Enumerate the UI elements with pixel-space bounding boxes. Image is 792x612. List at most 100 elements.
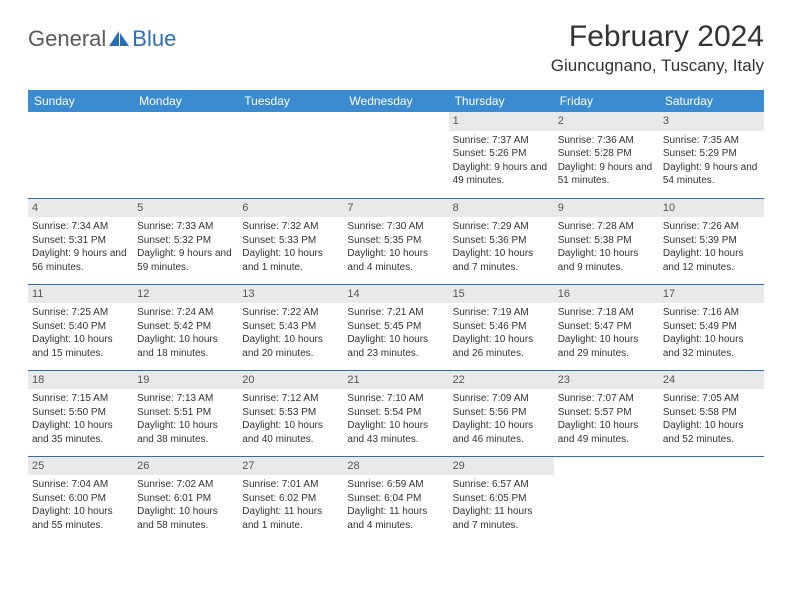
calendar-cell <box>659 456 764 542</box>
sunrise-line: Sunrise: 7:29 AM <box>453 220 550 234</box>
sunrise-line: Sunrise: 7:16 AM <box>663 306 760 320</box>
daylight-line: Daylight: 10 hours and 15 minutes. <box>32 333 129 360</box>
sunset-line: Sunset: 5:43 PM <box>242 320 339 334</box>
day-number: 27 <box>238 457 343 476</box>
calendar-cell: 20Sunrise: 7:12 AMSunset: 5:53 PMDayligh… <box>238 370 343 456</box>
daylight-line: Daylight: 10 hours and 29 minutes. <box>558 333 655 360</box>
sunset-line: Sunset: 5:40 PM <box>32 320 129 334</box>
sunset-line: Sunset: 6:00 PM <box>32 492 129 506</box>
sunrise-line: Sunrise: 7:18 AM <box>558 306 655 320</box>
sunrise-line: Sunrise: 7:13 AM <box>137 392 234 406</box>
sunrise-line: Sunrise: 7:10 AM <box>347 392 444 406</box>
day-number: 4 <box>28 199 133 218</box>
calendar-week-row: 4Sunrise: 7:34 AMSunset: 5:31 PMDaylight… <box>28 198 764 284</box>
sunrise-line: Sunrise: 7:21 AM <box>347 306 444 320</box>
calendar-cell: 19Sunrise: 7:13 AMSunset: 5:51 PMDayligh… <box>133 370 238 456</box>
logo-sail-icon <box>108 30 130 48</box>
day-number: 20 <box>238 371 343 390</box>
sunrise-line: Sunrise: 7:36 AM <box>558 134 655 148</box>
sunrise-line: Sunrise: 7:33 AM <box>137 220 234 234</box>
calendar-cell: 1Sunrise: 7:37 AMSunset: 5:26 PMDaylight… <box>449 112 554 198</box>
sunset-line: Sunset: 5:56 PM <box>453 406 550 420</box>
daylight-line: Daylight: 10 hours and 52 minutes. <box>663 419 760 446</box>
daylight-line: Daylight: 10 hours and 49 minutes. <box>558 419 655 446</box>
sunrise-line: Sunrise: 7:26 AM <box>663 220 760 234</box>
calendar-cell: 2Sunrise: 7:36 AMSunset: 5:28 PMDaylight… <box>554 112 659 198</box>
day-header: Sunday <box>28 90 133 112</box>
calendar-cell: 16Sunrise: 7:18 AMSunset: 5:47 PMDayligh… <box>554 284 659 370</box>
sunrise-line: Sunrise: 7:07 AM <box>558 392 655 406</box>
calendar-cell <box>554 456 659 542</box>
daylight-line: Daylight: 10 hours and 46 minutes. <box>453 419 550 446</box>
calendar-week-row: 1Sunrise: 7:37 AMSunset: 5:26 PMDaylight… <box>28 112 764 198</box>
calendar-cell: 15Sunrise: 7:19 AMSunset: 5:46 PMDayligh… <box>449 284 554 370</box>
sunset-line: Sunset: 5:58 PM <box>663 406 760 420</box>
day-number: 5 <box>133 199 238 218</box>
title-block: February 2024 Giuncugnano, Tuscany, Ital… <box>551 20 764 76</box>
day-header: Saturday <box>659 90 764 112</box>
day-header: Friday <box>554 90 659 112</box>
calendar-cell: 21Sunrise: 7:10 AMSunset: 5:54 PMDayligh… <box>343 370 448 456</box>
sunset-line: Sunset: 5:29 PM <box>663 147 760 161</box>
calendar-thead: SundayMondayTuesdayWednesdayThursdayFrid… <box>28 90 764 112</box>
calendar-week-row: 11Sunrise: 7:25 AMSunset: 5:40 PMDayligh… <box>28 284 764 370</box>
sunrise-line: Sunrise: 7:01 AM <box>242 478 339 492</box>
calendar-cell: 14Sunrise: 7:21 AMSunset: 5:45 PMDayligh… <box>343 284 448 370</box>
sunset-line: Sunset: 5:42 PM <box>137 320 234 334</box>
day-header: Thursday <box>449 90 554 112</box>
sunset-line: Sunset: 6:04 PM <box>347 492 444 506</box>
daylight-line: Daylight: 10 hours and 18 minutes. <box>137 333 234 360</box>
day-header-row: SundayMondayTuesdayWednesdayThursdayFrid… <box>28 90 764 112</box>
sunrise-line: Sunrise: 7:28 AM <box>558 220 655 234</box>
daylight-line: Daylight: 10 hours and 26 minutes. <box>453 333 550 360</box>
day-header: Tuesday <box>238 90 343 112</box>
daylight-line: Daylight: 10 hours and 9 minutes. <box>558 247 655 274</box>
daylight-line: Daylight: 10 hours and 58 minutes. <box>137 505 234 532</box>
day-header: Wednesday <box>343 90 448 112</box>
sunset-line: Sunset: 5:50 PM <box>32 406 129 420</box>
day-number: 28 <box>343 457 448 476</box>
day-number: 18 <box>28 371 133 390</box>
calendar-cell: 18Sunrise: 7:15 AMSunset: 5:50 PMDayligh… <box>28 370 133 456</box>
daylight-line: Daylight: 11 hours and 1 minute. <box>242 505 339 532</box>
sunrise-line: Sunrise: 7:35 AM <box>663 134 760 148</box>
daylight-line: Daylight: 10 hours and 23 minutes. <box>347 333 444 360</box>
day-number: 7 <box>343 199 448 218</box>
sunset-line: Sunset: 5:36 PM <box>453 234 550 248</box>
daylight-line: Daylight: 9 hours and 56 minutes. <box>32 247 129 274</box>
day-number: 26 <box>133 457 238 476</box>
sunset-line: Sunset: 5:45 PM <box>347 320 444 334</box>
logo-text-general: General <box>28 26 106 52</box>
calendar-cell: 6Sunrise: 7:32 AMSunset: 5:33 PMDaylight… <box>238 198 343 284</box>
day-number: 6 <box>238 199 343 218</box>
calendar-cell: 23Sunrise: 7:07 AMSunset: 5:57 PMDayligh… <box>554 370 659 456</box>
day-number: 8 <box>449 199 554 218</box>
sunrise-line: Sunrise: 7:24 AM <box>137 306 234 320</box>
calendar-cell: 27Sunrise: 7:01 AMSunset: 6:02 PMDayligh… <box>238 456 343 542</box>
sunrise-line: Sunrise: 7:15 AM <box>32 392 129 406</box>
daylight-line: Daylight: 10 hours and 7 minutes. <box>453 247 550 274</box>
day-number: 3 <box>659 112 764 131</box>
sunset-line: Sunset: 5:33 PM <box>242 234 339 248</box>
daylight-line: Daylight: 9 hours and 51 minutes. <box>558 161 655 188</box>
day-number: 25 <box>28 457 133 476</box>
calendar-cell: 25Sunrise: 7:04 AMSunset: 6:00 PMDayligh… <box>28 456 133 542</box>
sunrise-line: Sunrise: 7:25 AM <box>32 306 129 320</box>
sunrise-line: Sunrise: 7:19 AM <box>453 306 550 320</box>
calendar-cell: 22Sunrise: 7:09 AMSunset: 5:56 PMDayligh… <box>449 370 554 456</box>
sunset-line: Sunset: 5:53 PM <box>242 406 339 420</box>
daylight-line: Daylight: 10 hours and 4 minutes. <box>347 247 444 274</box>
location: Giuncugnano, Tuscany, Italy <box>551 56 764 76</box>
day-number: 24 <box>659 371 764 390</box>
calendar-cell: 10Sunrise: 7:26 AMSunset: 5:39 PMDayligh… <box>659 198 764 284</box>
sunrise-line: Sunrise: 7:02 AM <box>137 478 234 492</box>
day-number: 2 <box>554 112 659 131</box>
sunset-line: Sunset: 6:01 PM <box>137 492 234 506</box>
day-header: Monday <box>133 90 238 112</box>
sunrise-line: Sunrise: 7:12 AM <box>242 392 339 406</box>
sunrise-line: Sunrise: 7:32 AM <box>242 220 339 234</box>
calendar-cell <box>238 112 343 198</box>
calendar-cell: 17Sunrise: 7:16 AMSunset: 5:49 PMDayligh… <box>659 284 764 370</box>
sunrise-line: Sunrise: 7:04 AM <box>32 478 129 492</box>
day-number: 11 <box>28 285 133 304</box>
